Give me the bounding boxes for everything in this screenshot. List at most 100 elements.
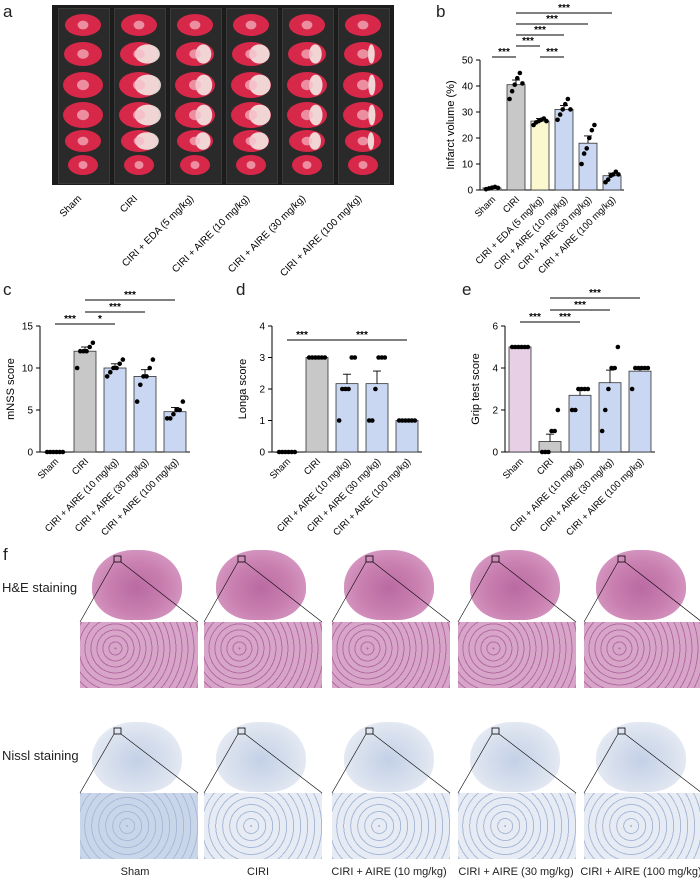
panel-a-label-sham: Sham	[58, 193, 84, 219]
data-point	[560, 107, 566, 112]
data-point	[366, 418, 372, 423]
data-point	[286, 449, 291, 455]
significance-label: ***	[559, 312, 571, 323]
caption-aire10: CIRI + AIRE (10 mg/kg)	[331, 866, 447, 878]
he-brain-section	[596, 550, 686, 620]
data-point	[90, 340, 96, 346]
category-label: CIRI	[535, 456, 556, 477]
panel-label-a: a	[3, 2, 13, 21]
significance-label: *	[98, 314, 102, 325]
bar	[568, 394, 592, 453]
data-point	[557, 112, 563, 117]
data-point	[584, 146, 590, 151]
data-point	[542, 449, 548, 455]
caption-aire30: CIRI + AIRE (30 mg/kg)	[458, 866, 574, 878]
y-tick-label: 30	[462, 108, 474, 119]
data-point	[582, 386, 588, 392]
category-label: Sham	[501, 456, 526, 481]
data-point	[111, 365, 116, 371]
y-tick-label: 20	[462, 134, 474, 145]
data-point	[107, 369, 113, 375]
data-point	[339, 386, 345, 392]
nissl-zoom-image	[458, 793, 576, 859]
data-point	[313, 355, 318, 360]
bar	[305, 357, 329, 453]
data-point	[514, 75, 520, 81]
data-point	[616, 172, 621, 177]
y-tick-label: 40	[462, 82, 474, 93]
significance-label: ***	[546, 47, 558, 58]
data-point	[376, 355, 381, 360]
data-point	[343, 386, 348, 392]
data-point	[509, 88, 515, 94]
ttc-column-sham	[58, 8, 110, 184]
data-point	[349, 355, 355, 360]
y-axis-label: Longa score	[237, 359, 249, 420]
data-point	[636, 365, 641, 371]
data-point	[144, 374, 149, 379]
data-point	[512, 344, 518, 350]
data-point	[180, 399, 186, 404]
y-tick-label: 5	[27, 406, 33, 417]
nissl-zoom-image	[584, 793, 700, 859]
data-point	[137, 382, 143, 388]
data-point	[562, 101, 568, 107]
ttc-column-aire30	[282, 8, 334, 184]
y-tick-label: 1	[259, 416, 265, 427]
data-point	[612, 365, 618, 371]
data-point	[120, 357, 126, 362]
panel-label-b: b	[436, 2, 446, 21]
nissl-zoom-image	[332, 793, 450, 859]
data-point	[396, 418, 402, 423]
data-point	[382, 355, 388, 360]
data-point	[552, 428, 558, 434]
y-tick-label: 0	[492, 448, 498, 459]
panel-label-d: d	[236, 280, 246, 299]
caption-sham: Sham	[120, 866, 150, 878]
y-tick-label: 3	[259, 353, 265, 364]
data-point	[77, 348, 83, 354]
ttc-column-aire100	[338, 8, 390, 184]
data-point	[74, 365, 80, 371]
data-point	[512, 82, 518, 87]
y-tick-label: 15	[22, 322, 34, 333]
y-tick-label: 2	[259, 385, 265, 396]
category-label: Sham	[36, 456, 61, 481]
data-point	[171, 411, 176, 417]
data-point	[629, 386, 635, 392]
y-tick-label: 4	[492, 364, 498, 375]
he-zoom-image	[584, 622, 700, 688]
data-point	[495, 185, 501, 191]
data-point	[322, 355, 328, 360]
data-point	[606, 386, 611, 392]
data-point	[642, 365, 648, 371]
data-point	[579, 161, 584, 167]
nissl-brain-section	[344, 722, 434, 792]
data-point	[84, 348, 89, 354]
row-label-nissl: Nissl staining	[2, 748, 79, 763]
he-brain-section	[470, 550, 560, 620]
y-axis-label: Grip test score	[470, 353, 482, 425]
nissl-brain-section	[92, 722, 182, 792]
data-point	[509, 344, 515, 350]
nissl-brain-section	[216, 722, 306, 792]
data-point	[589, 127, 595, 133]
data-point	[346, 386, 351, 392]
ttc-column-aire10	[226, 8, 278, 184]
significance-label: ***	[356, 330, 368, 341]
bar	[628, 370, 652, 453]
data-point	[147, 365, 153, 371]
he-zoom-image	[332, 622, 450, 688]
y-tick-label: 2	[492, 406, 498, 417]
y-tick-label: 10	[22, 364, 34, 375]
significance-label: ***	[498, 47, 510, 58]
data-point	[399, 418, 405, 423]
y-axis-label: mNSS score	[5, 358, 17, 420]
data-point	[581, 151, 587, 156]
data-point	[292, 449, 298, 455]
he-zoom-image	[458, 622, 576, 688]
y-tick-label: 0	[27, 448, 33, 459]
data-point	[409, 418, 415, 423]
row-label-he: H&E staining	[2, 580, 78, 595]
data-point	[507, 96, 512, 102]
